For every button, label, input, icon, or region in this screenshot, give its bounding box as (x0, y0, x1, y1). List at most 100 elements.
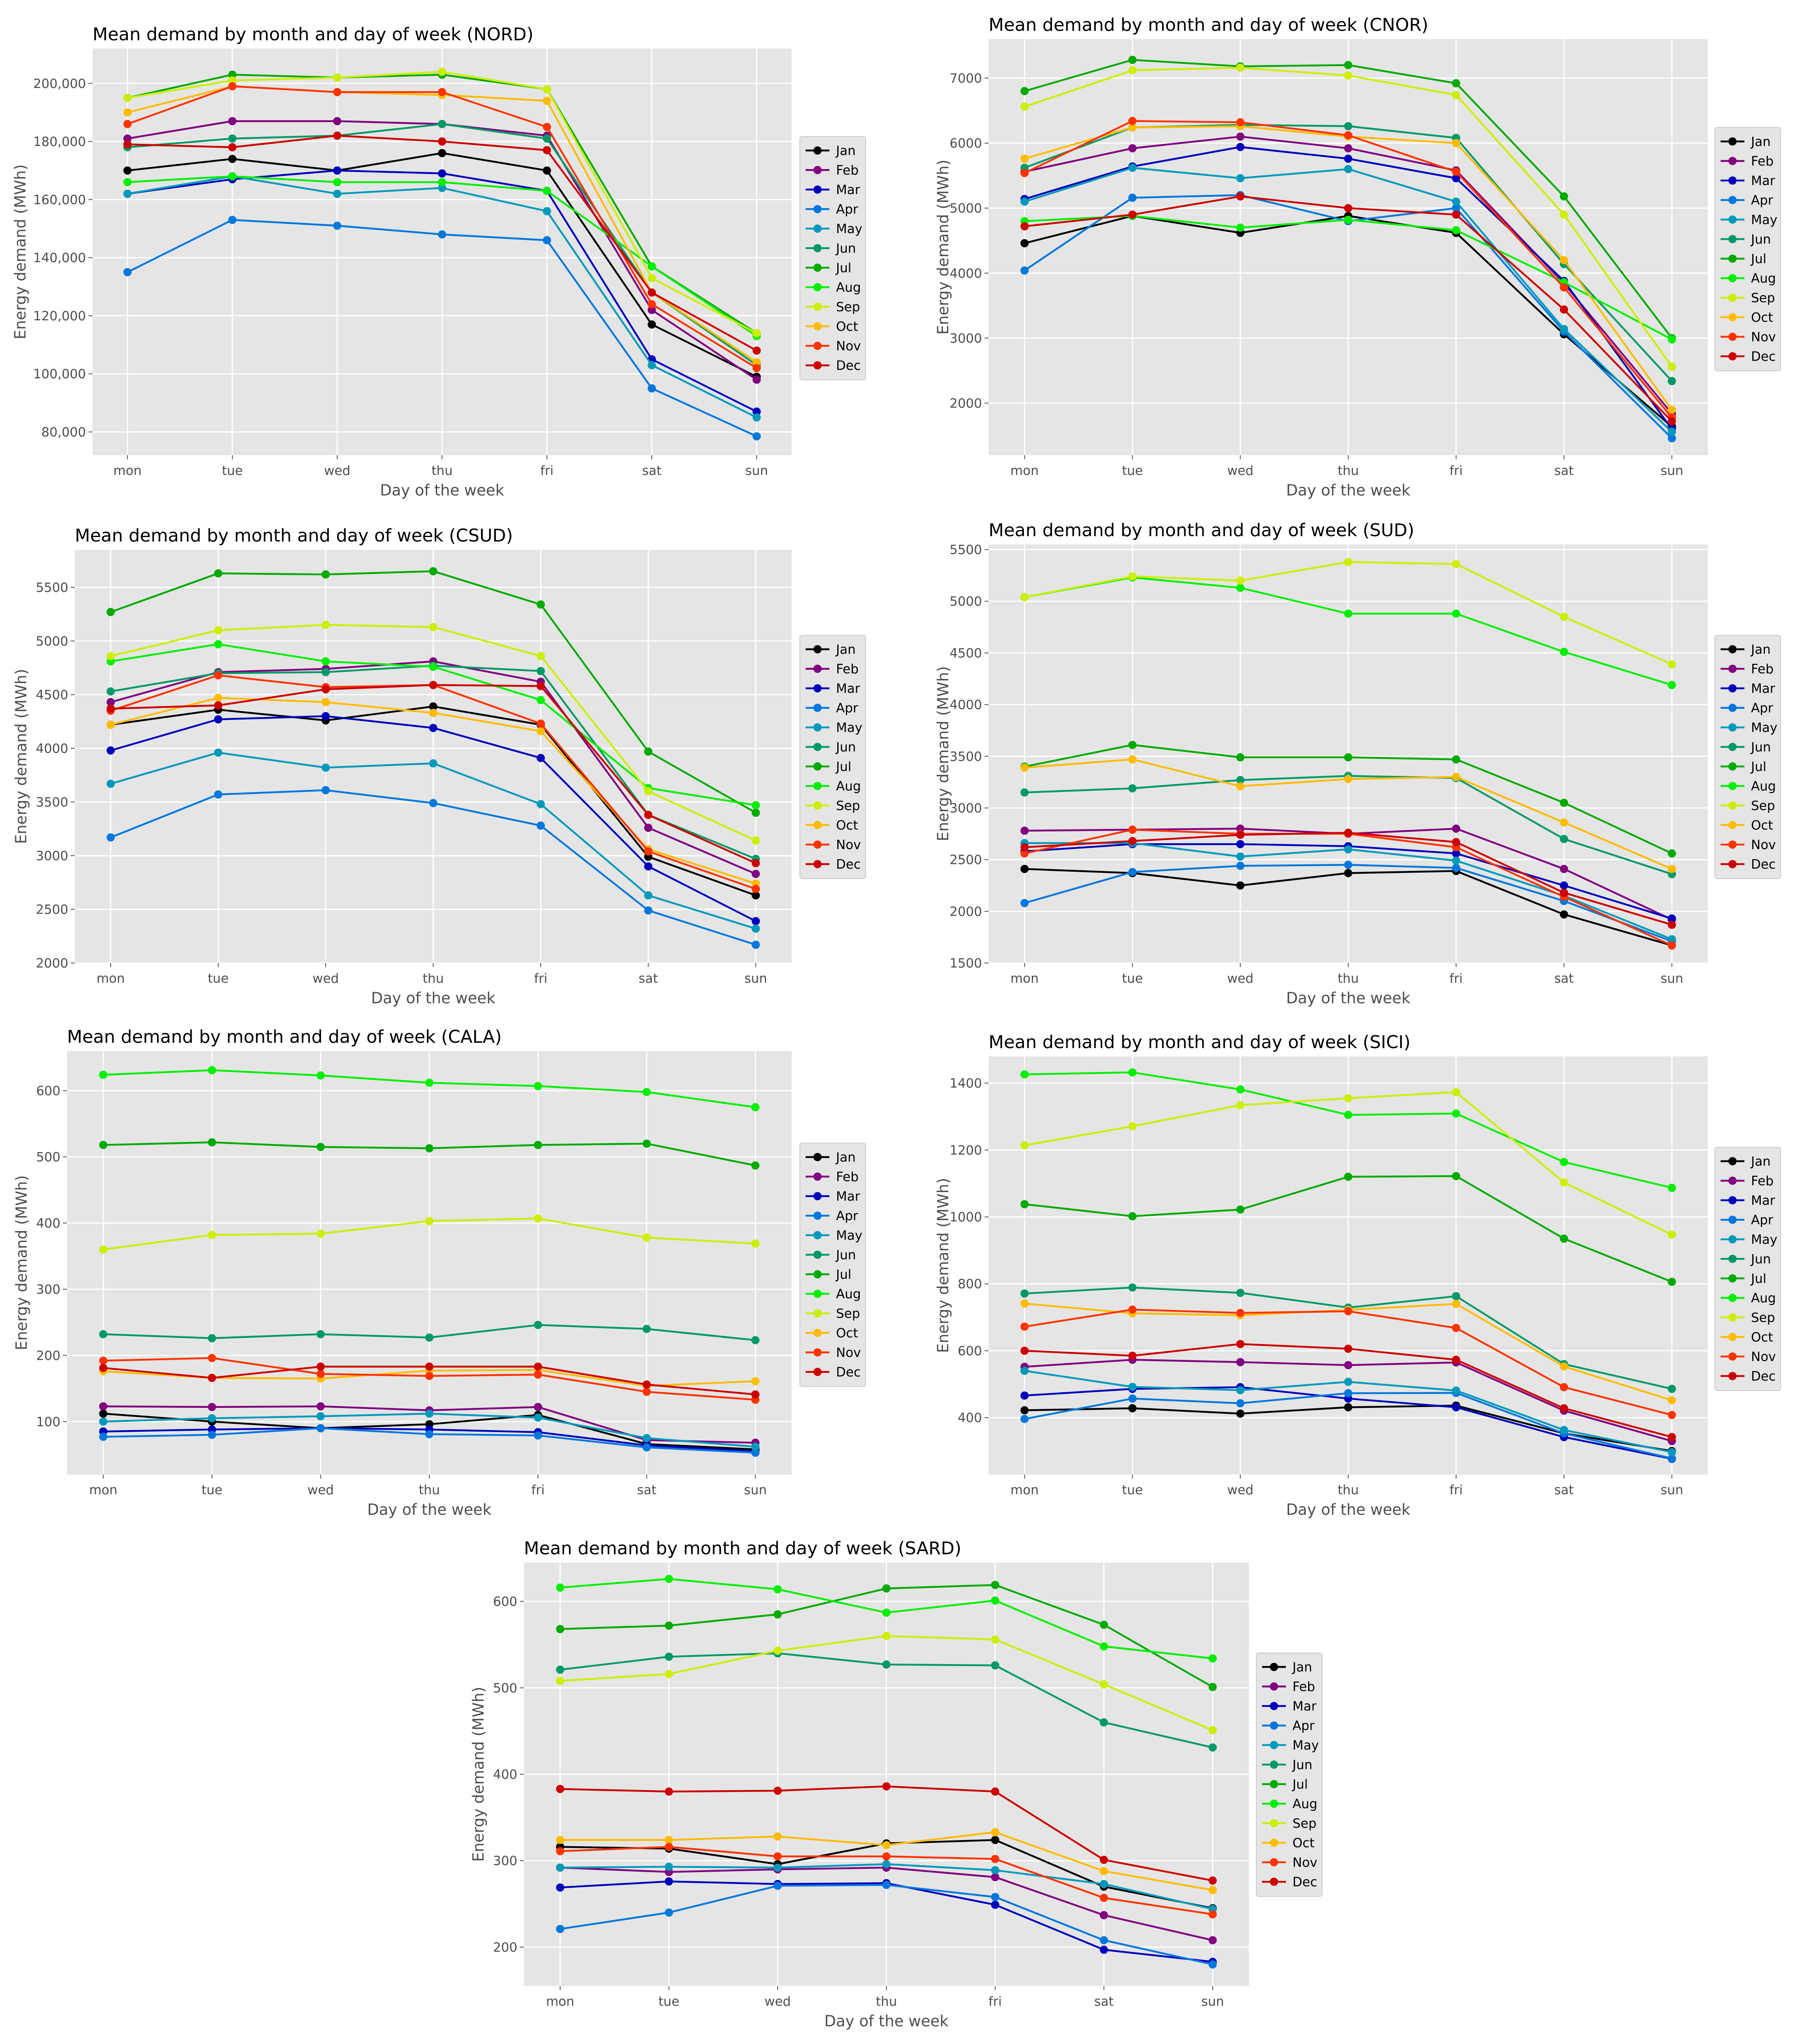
legend-swatch-marker (1728, 255, 1737, 263)
legend-swatch-marker (1728, 1157, 1737, 1165)
data-point (1560, 648, 1568, 656)
data-point (425, 1409, 433, 1418)
series-jul (1020, 1172, 1676, 1286)
data-point (214, 671, 222, 680)
data-point (644, 824, 653, 832)
legend-label: May (1751, 1232, 1777, 1247)
data-point (1668, 935, 1676, 944)
data-point (534, 1321, 542, 1329)
y-tick-label: 1000 (950, 1210, 982, 1225)
legend-entry: Jan (806, 1150, 856, 1165)
legend-swatch-marker (1728, 801, 1737, 810)
data-point (991, 1836, 999, 1844)
data-point (333, 117, 341, 125)
legend-label: Mar (1751, 174, 1775, 188)
chart-panel-3: 2000 2500 3000 3500 4000 4500 5000 5500 mon tue we… (12, 525, 866, 1007)
data-point (1452, 1403, 1460, 1412)
data-point (1668, 428, 1676, 436)
data-point (1128, 784, 1137, 793)
data-point (1100, 1894, 1108, 1902)
legend-entry: Jan (1721, 134, 1771, 149)
legend-entry: May (806, 720, 862, 735)
legend-label: Apr (1751, 1213, 1773, 1228)
data-point (438, 169, 446, 178)
data-point (1208, 1936, 1217, 1944)
legend-swatch-marker (813, 1172, 822, 1181)
legend-box (799, 1143, 866, 1387)
data-point (751, 891, 760, 900)
legend-label: Jul (835, 261, 851, 275)
legend-entry: Jul (1262, 1777, 1308, 1792)
legend-swatch-marker (813, 166, 822, 174)
legend-swatch-marker (1728, 821, 1737, 829)
legend-swatch-marker (1728, 723, 1737, 731)
y-tick-label: 5000 (950, 201, 982, 216)
legend-label: May (836, 222, 862, 236)
legend-entry: Sep (1721, 799, 1775, 813)
data-point (991, 1866, 999, 1875)
data-point (1020, 1414, 1029, 1423)
y-tick-label: 120,000 (33, 309, 86, 324)
data-point (991, 1635, 999, 1644)
legend-swatch-marker (813, 1309, 822, 1317)
data-point (1560, 889, 1568, 897)
data-point (429, 662, 438, 671)
legend-entry: Apr (806, 1209, 858, 1224)
data-point (1128, 164, 1137, 172)
legend-entry: Apr (1721, 193, 1773, 208)
legend-entry: Sep (806, 300, 860, 315)
series-jul (1020, 56, 1676, 343)
data-point (438, 178, 446, 186)
x-axis-label: Day of the week (825, 2012, 949, 2030)
legend-swatch-marker (813, 185, 822, 194)
data-point (1344, 1094, 1353, 1102)
data-point (1452, 824, 1460, 833)
legend-label: Jun (1750, 1252, 1771, 1267)
series-sep (1020, 63, 1676, 371)
y-tick-label: 400 (36, 1216, 60, 1231)
data-point (1344, 131, 1353, 140)
legend-entry: Jan (1262, 1660, 1312, 1675)
data-point (214, 569, 222, 578)
data-point (543, 166, 551, 175)
data-point (322, 712, 330, 720)
data-point (1344, 845, 1353, 854)
data-point (536, 754, 545, 762)
y-tick-label: 400 (958, 1411, 982, 1426)
data-point (1236, 1205, 1245, 1214)
legend: Jan Feb Mar Apr May Jun Jul Aug Sep Oct Nov Dec (1714, 1147, 1781, 1391)
data-point (753, 364, 761, 373)
data-point (1020, 239, 1029, 248)
data-point (753, 413, 761, 422)
legend-entry: Oct (1721, 310, 1773, 325)
x-tick-label: mon (113, 463, 142, 478)
chart-panel-4: 1500 2000 2500 3000 3500 4000 4500 5000 5500 mon t… (934, 520, 1781, 1007)
data-point (1668, 660, 1676, 669)
data-point (665, 1843, 673, 1851)
data-point (1668, 335, 1676, 344)
data-point (1128, 868, 1137, 876)
data-point (1668, 1411, 1676, 1419)
data-point (1020, 1070, 1029, 1079)
legend-swatch-marker (813, 704, 822, 712)
legend-entry: Jan (806, 642, 856, 657)
data-point (1020, 865, 1029, 873)
data-point (753, 358, 761, 366)
data-point (1236, 1358, 1245, 1366)
legend-label: Jul (1292, 1777, 1308, 1792)
data-point (753, 407, 761, 416)
data-point (333, 131, 341, 140)
data-point (1236, 753, 1245, 762)
chart-title: Mean demand by month and day of week (CN… (989, 15, 1428, 35)
series-nov (556, 1843, 1217, 1919)
data-point (107, 746, 115, 755)
x-tick-label: fri (1450, 971, 1463, 986)
legend-swatch-marker (813, 1270, 822, 1278)
data-point (438, 88, 446, 96)
chart-title: Mean demand by month and day of week (CA… (67, 1027, 502, 1047)
data-point (228, 76, 236, 85)
x-tick-label: tue (1122, 463, 1143, 478)
legend-swatch-marker (813, 743, 822, 751)
data-point (1020, 1406, 1029, 1414)
data-point (228, 143, 236, 152)
